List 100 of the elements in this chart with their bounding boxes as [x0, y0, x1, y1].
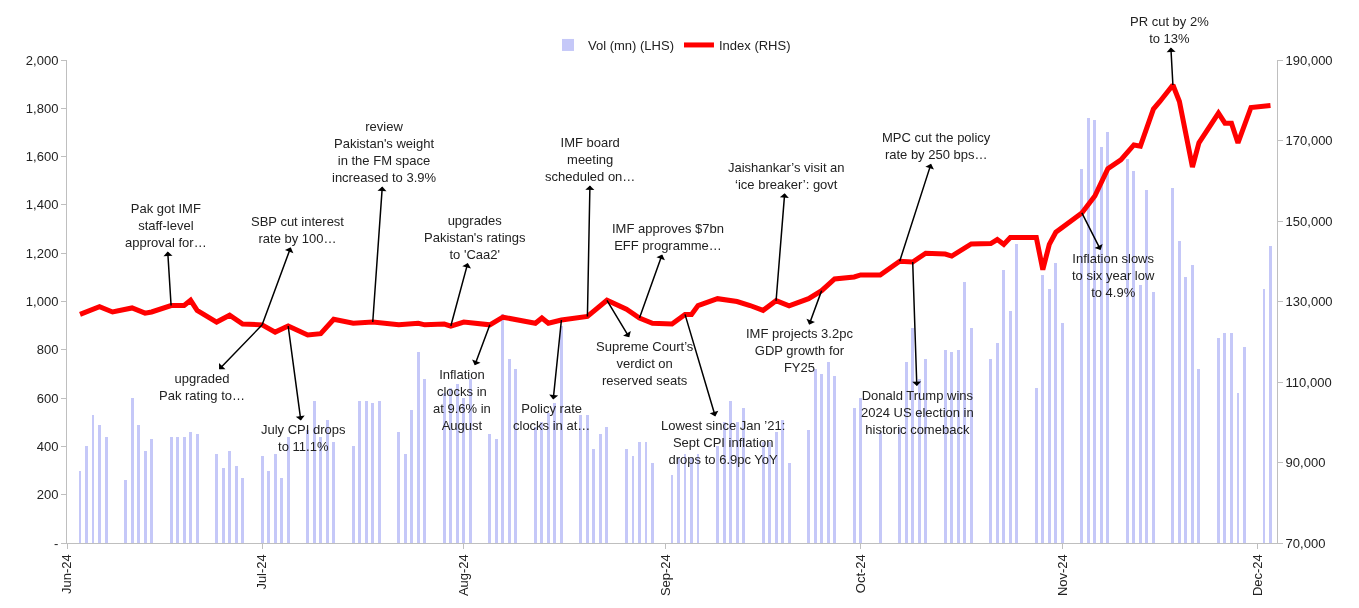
- bar: [508, 359, 511, 543]
- bar: [397, 432, 400, 543]
- bar: [131, 398, 134, 543]
- legend-label: Index (RHS): [718, 38, 791, 54]
- bar: [98, 425, 101, 543]
- bar: [235, 466, 238, 543]
- bar: [814, 369, 817, 543]
- y-tick-label: 800: [36, 342, 59, 358]
- bar: [592, 449, 595, 543]
- annotation: upgraded Pak rating to…: [159, 371, 245, 403]
- bar: [196, 434, 199, 543]
- legend-label: Vol (mn) (LHS): [588, 38, 674, 54]
- bar: [1054, 263, 1057, 543]
- annotation: Pak got IMF staff-level approval for…: [125, 201, 207, 250]
- bar: [827, 362, 830, 543]
- bar: [410, 410, 413, 543]
- bar: [1237, 393, 1239, 543]
- x-tick-label: Sep-24: [657, 554, 673, 597]
- bar: [150, 439, 153, 543]
- bar: [996, 343, 999, 543]
- bar: [495, 439, 498, 543]
- bar: [371, 403, 374, 543]
- bar: [423, 379, 426, 543]
- bar: [1139, 285, 1142, 543]
- y-tick-label: 600: [36, 390, 59, 406]
- bar: [599, 434, 602, 543]
- y2-tick-label: 130,000: [1285, 294, 1333, 310]
- bar: [1223, 333, 1226, 543]
- annotation: July CPI drops to 11.1%: [261, 422, 347, 454]
- bar: [1041, 275, 1044, 543]
- bar: [378, 401, 381, 543]
- bar: [365, 401, 368, 543]
- bar: [280, 478, 283, 543]
- bar: [144, 451, 147, 543]
- bar: [1178, 241, 1181, 543]
- bar: [1217, 338, 1220, 543]
- bar: [1269, 246, 1272, 543]
- annotation: Policy rate clocks in at…: [513, 401, 591, 433]
- bar: [261, 456, 264, 543]
- bar: [1152, 292, 1155, 543]
- bar: [222, 468, 225, 543]
- bar: [404, 454, 407, 543]
- y-tick-label: 2,000: [25, 52, 59, 68]
- y2-tick-label: 170,000: [1285, 133, 1333, 149]
- bar: [697, 454, 699, 543]
- bar: [287, 437, 290, 543]
- x-tick-label: Oct-24: [852, 554, 868, 594]
- bar: [807, 430, 810, 543]
- bar: [241, 478, 244, 543]
- y2-tick-label: 70,000: [1285, 535, 1326, 551]
- x-tick-label: Jun-24: [59, 554, 75, 594]
- y-tick-label: -: [54, 535, 59, 551]
- y2-tick-label: 190,000: [1285, 52, 1333, 68]
- annotation: SBP cut interest rate by 100…: [251, 214, 345, 246]
- annotation: Donald Trump wins 2024 US election in historic comeback: [861, 388, 974, 437]
- annotation: IMF approves $7bn EFF programme…: [612, 221, 725, 253]
- bar: [105, 437, 108, 543]
- annotation: upgrades Pakistan's ratings to 'Caa2': [424, 213, 526, 262]
- bar: [417, 352, 420, 543]
- bar: [716, 446, 719, 543]
- annotation: Lowest since Jan ’21: Sept CPI inflation drops to 6.9pc YoY: [661, 418, 786, 467]
- bar: [1243, 347, 1246, 543]
- bar: [352, 446, 355, 543]
- bar: [358, 401, 361, 543]
- bar: [85, 446, 88, 543]
- bar: [1061, 323, 1064, 543]
- bar: [775, 432, 778, 543]
- bar: [501, 314, 504, 543]
- bar: [651, 463, 654, 543]
- bar: [1035, 388, 1038, 543]
- bar: [1171, 188, 1174, 543]
- text: PR cut by 2% to 13%: [1130, 14, 1210, 46]
- bar: [274, 454, 277, 543]
- bar: [1002, 270, 1005, 543]
- bar: [332, 442, 335, 543]
- annotation: Supreme Court’s verdict on reserved seats: [596, 339, 694, 388]
- bar: [92, 415, 94, 543]
- bar: [625, 449, 628, 543]
- x-tick-label: Nov-24: [1054, 554, 1070, 597]
- bar: [79, 471, 81, 543]
- annotation: Inflation clocks in at 9.6% in August: [433, 367, 491, 433]
- bar: [1048, 289, 1051, 543]
- bar: [1191, 265, 1194, 543]
- bar: [632, 456, 634, 543]
- bar: [1015, 244, 1018, 543]
- annotation: IMF board meeting scheduled on…: [545, 135, 636, 184]
- y-tick-label: 1,200: [25, 245, 59, 261]
- bar: [645, 442, 647, 543]
- annotation: review Pakistan's weight in the FM space increased to 3.9%: [332, 119, 437, 185]
- bar: [189, 432, 192, 543]
- bar: [170, 437, 173, 543]
- y2-tick-label: 110,000: [1285, 374, 1332, 390]
- bar: [228, 451, 231, 543]
- bar: [879, 432, 882, 543]
- bar: [183, 437, 186, 543]
- bar: [137, 425, 140, 543]
- y-tick-label: 1,000: [25, 294, 59, 310]
- bar: [124, 480, 127, 543]
- y-tick-label: 1,600: [25, 149, 59, 165]
- bar: [605, 427, 608, 543]
